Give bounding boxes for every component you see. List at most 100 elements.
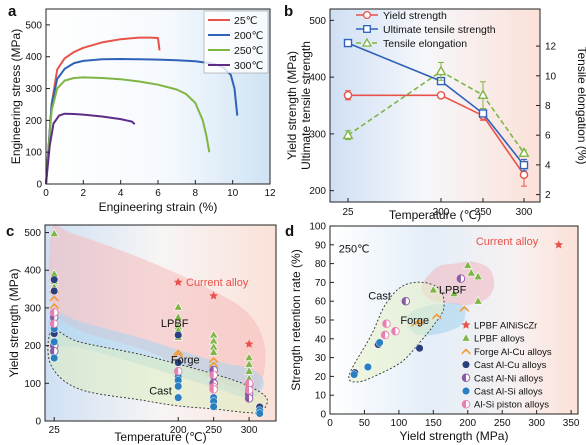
x-tick-label: 50 <box>359 418 371 429</box>
legend: 25℃ 200℃ 250℃ 300℃ <box>203 10 269 74</box>
y-tick-label: 400 <box>309 73 326 84</box>
data-point <box>255 409 264 418</box>
y-tick-label: 100 <box>309 222 326 233</box>
data-point <box>173 312 183 321</box>
data-point <box>49 228 59 237</box>
legend-marker <box>361 37 373 47</box>
data-point <box>209 356 219 364</box>
data-point <box>209 370 218 380</box>
legend-marker-fill <box>462 400 466 408</box>
y-tick-label: 300 <box>24 303 41 314</box>
data-point <box>174 393 183 402</box>
data-point-fill <box>391 327 396 336</box>
x-tick-label: 200 <box>459 418 476 429</box>
series-line <box>45 76 211 185</box>
y-axis-label: Yield strength (MPa) <box>7 269 21 378</box>
region-lpbf <box>48 224 266 393</box>
data-point <box>209 385 218 394</box>
legend-marker <box>461 333 471 342</box>
y-tick-label: 4 <box>545 160 551 171</box>
legend-label: Al-Si piston alloys <box>474 400 549 411</box>
data-point <box>50 275 59 284</box>
data-point-fill <box>209 385 214 394</box>
data-point <box>435 65 447 76</box>
x-tick-label: 300 <box>516 207 533 218</box>
legend-label: Cast Al-Cu alloys <box>474 360 547 371</box>
legend: Yield strength Ultimate tensile strength T… <box>356 10 496 50</box>
panel-b: 25 200 250 300 200 300 400 500 2 4 6 8 10 12 Temperatu… <box>285 8 586 222</box>
x-tick-label: 4 <box>118 188 124 199</box>
y-tick-label: 100 <box>24 379 41 390</box>
y-tick-label: 10 <box>315 391 327 402</box>
y-tick-label: 40 <box>315 334 327 345</box>
y-tick-label: 0 <box>320 410 326 421</box>
data-point <box>209 361 219 368</box>
data-point <box>173 277 183 286</box>
y-axis-label: Ultimate tensile strength <box>299 41 313 170</box>
data-point-fill <box>174 367 179 376</box>
data-point <box>415 344 424 353</box>
y-tick-label: 400 <box>24 266 41 277</box>
data-point <box>208 347 219 356</box>
y-tick-label: 50 <box>315 316 327 327</box>
annotation: Forge <box>171 355 200 367</box>
data-point <box>380 330 390 340</box>
plot-frame <box>44 224 277 422</box>
data-point <box>391 327 400 336</box>
y-tick-label: 8 <box>545 101 551 112</box>
x-tick-label: 350 <box>563 418 580 429</box>
legend-label: 300℃ <box>234 60 263 72</box>
series-line <box>347 42 525 166</box>
y-axis-label-right: Tensile elongation (%) <box>575 46 586 164</box>
y-axis-label: Engineering stress (MPa) <box>9 29 23 164</box>
data-point <box>343 38 353 48</box>
y-tick-label: 12 <box>545 42 557 53</box>
data-point <box>449 288 459 297</box>
legend-label: Ultimate tensile strength <box>383 24 496 36</box>
data-point-fill <box>245 379 250 388</box>
y-tick-label: 500 <box>309 16 326 27</box>
x-tick-label: 100 <box>391 418 408 429</box>
y-axis-label: Yield strength (MPa) <box>285 51 299 160</box>
data-point <box>478 109 488 118</box>
data-point <box>49 303 59 310</box>
data-point <box>49 319 59 329</box>
legend-label: LPBF alloys <box>474 334 525 345</box>
data-point <box>401 296 411 306</box>
data-point <box>209 291 218 300</box>
y-tick-label: 200 <box>24 341 41 352</box>
x-tick-label: 2 <box>81 188 87 199</box>
legend-marker <box>461 399 471 409</box>
legend-label: Cast Al-Si alloys <box>474 387 543 398</box>
data-point-fill <box>50 319 55 328</box>
legend-marker <box>461 320 471 329</box>
panel-d: 250℃ Current alloy LPBF Forge Cast LPBF AlNiS… <box>289 222 580 444</box>
data-point <box>50 354 59 363</box>
series-line <box>347 70 525 154</box>
data-point-fill <box>457 274 461 283</box>
data-point <box>415 318 425 326</box>
data-point <box>459 305 469 313</box>
x-tick-label: 0 <box>43 188 49 199</box>
x-tick-label: 300 <box>241 425 258 436</box>
data-point <box>244 339 254 348</box>
data-point-fill <box>382 319 387 328</box>
legend-marker <box>461 386 471 396</box>
data-point <box>466 267 476 277</box>
y-tick-label: 60 <box>315 297 327 308</box>
panel-c: Current alloy LPBF Forge Cast 25 200 250 300 0 10… <box>7 224 277 444</box>
data-point <box>49 347 59 356</box>
panel-label: b <box>284 3 293 20</box>
x-tick-label: 250 <box>205 425 222 436</box>
data-point <box>432 313 442 320</box>
data-point <box>342 129 354 140</box>
legend-label: 25℃ <box>234 15 257 27</box>
x-axis-label: Temperature (℃) <box>114 430 206 444</box>
y-axis-label: Strength retention rate (%) <box>289 249 303 390</box>
data-point <box>244 385 254 395</box>
annotation: Current alloy <box>186 277 249 289</box>
data-point <box>50 337 59 346</box>
data-point <box>519 160 529 170</box>
legend-label: 200℃ <box>234 30 263 42</box>
